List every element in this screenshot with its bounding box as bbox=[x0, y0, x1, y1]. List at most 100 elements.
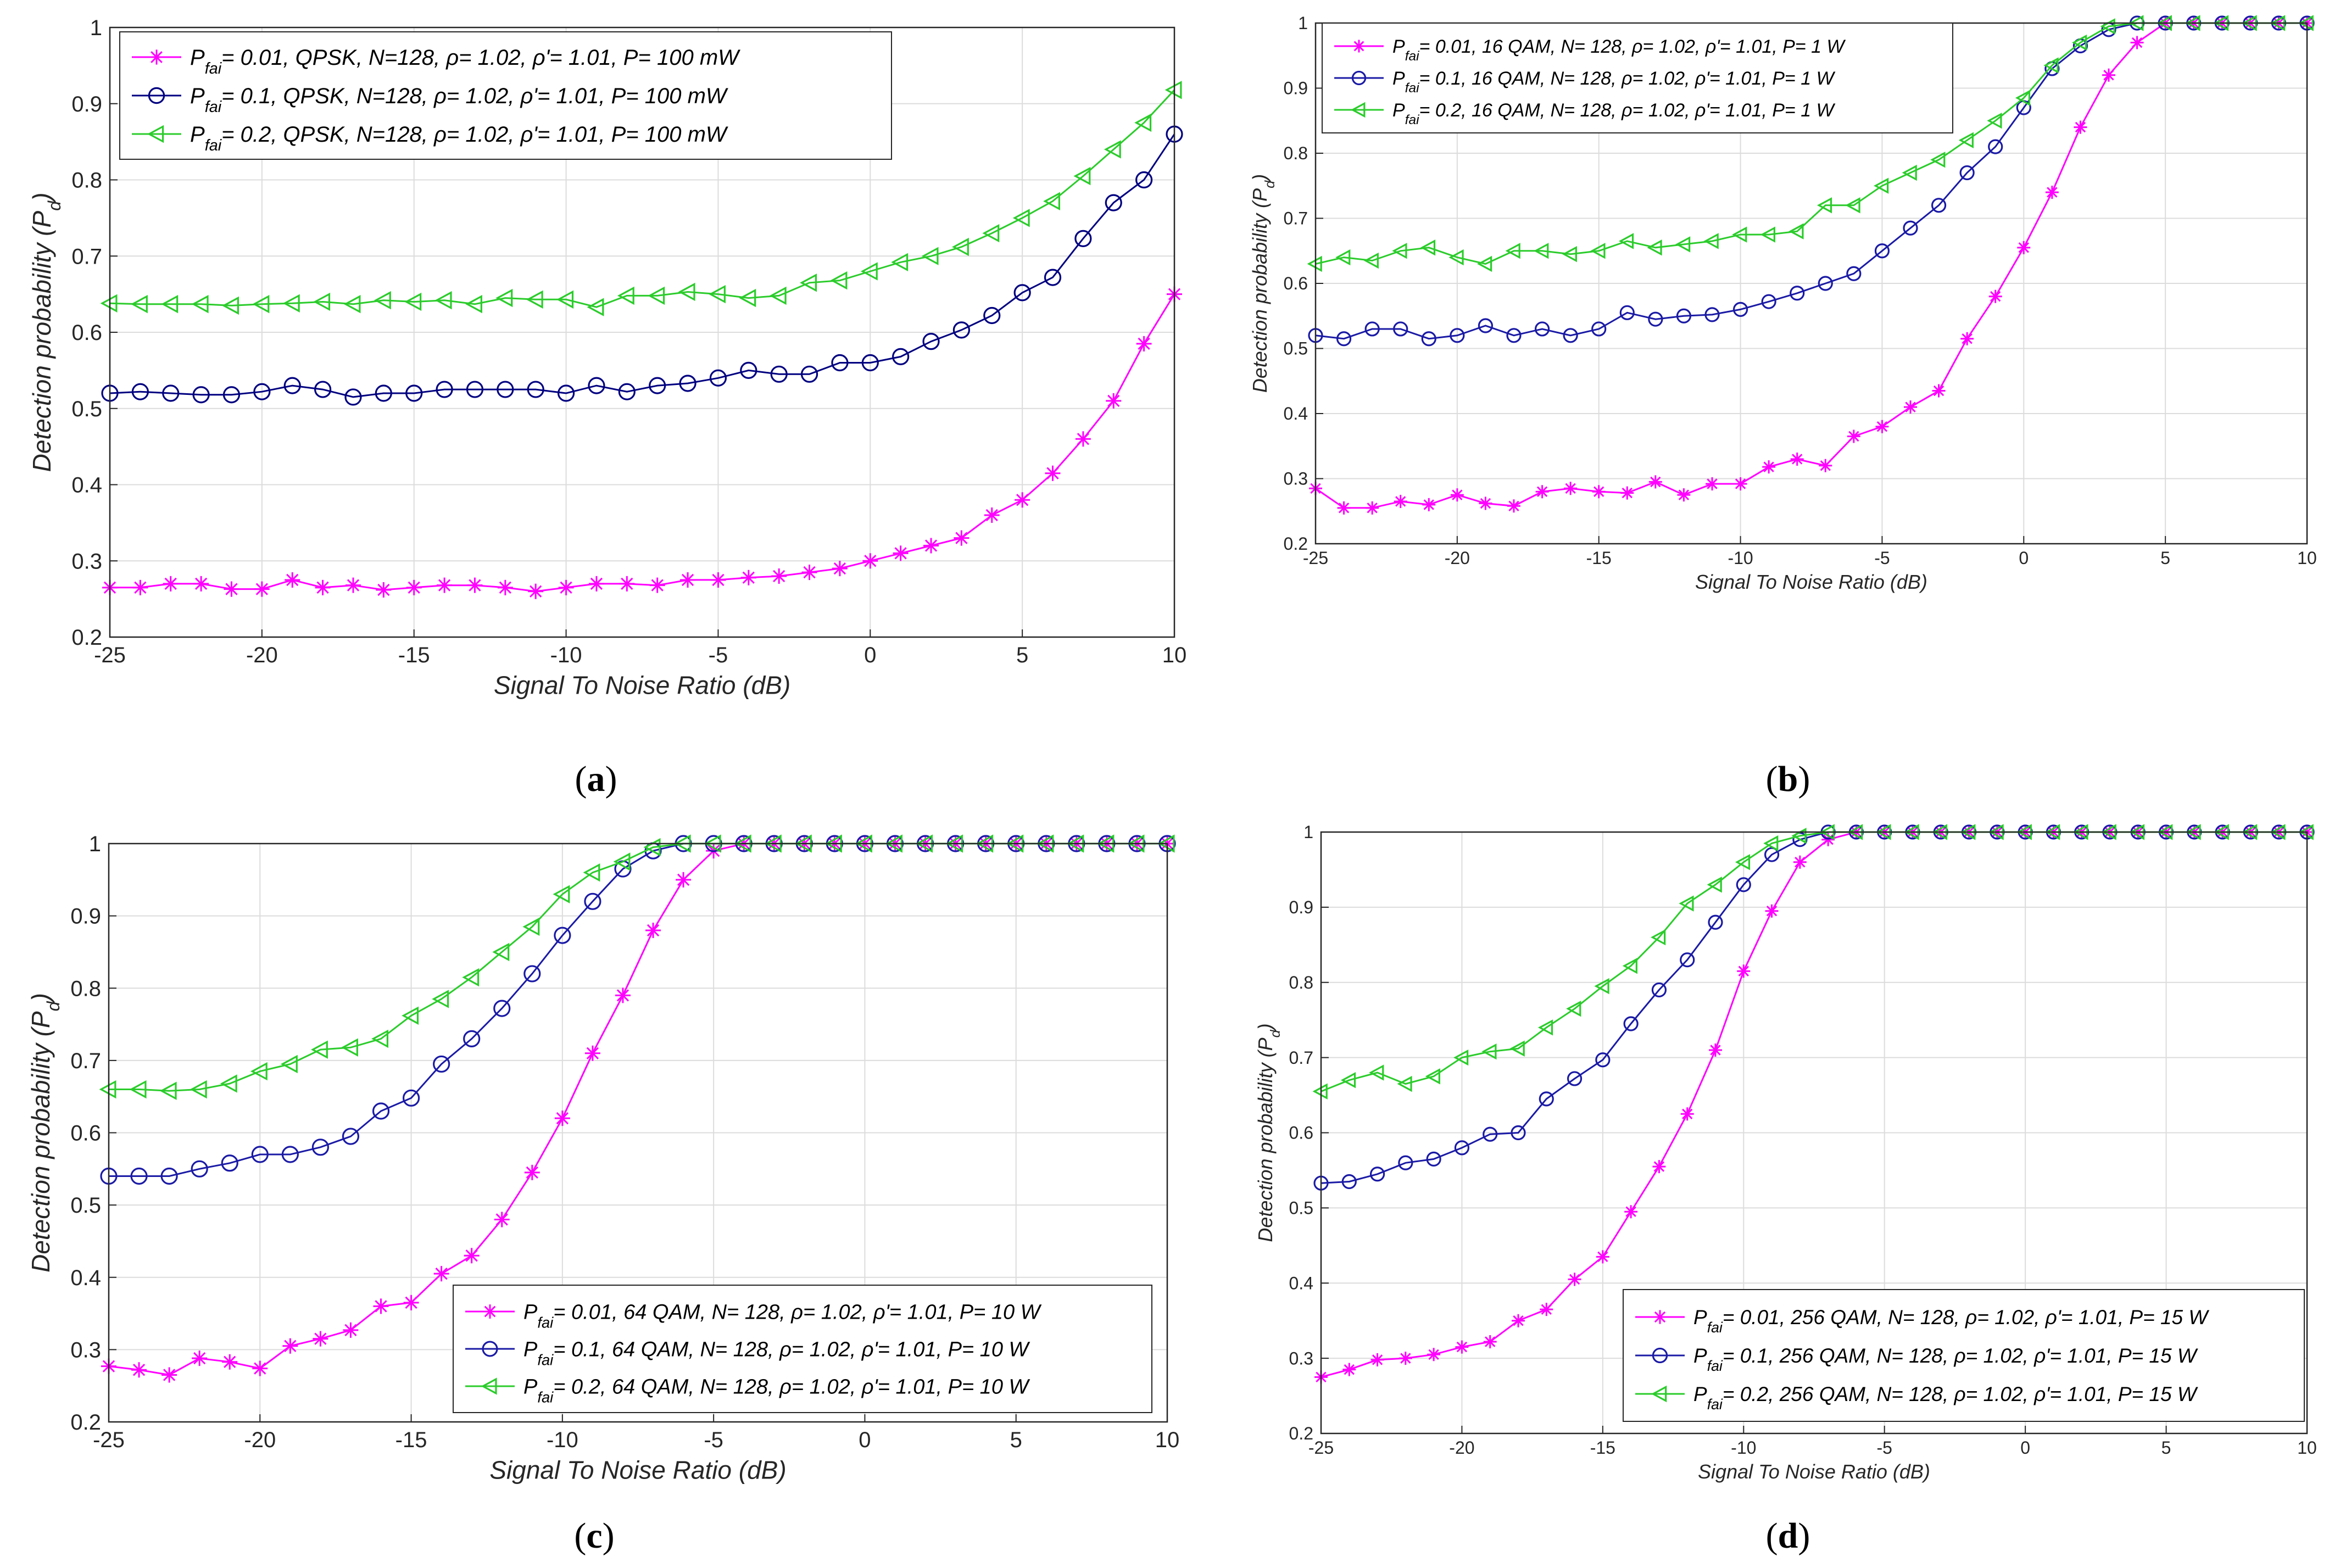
data-point bbox=[1619, 305, 1635, 320]
data-point bbox=[1618, 233, 1634, 249]
data-point bbox=[162, 384, 180, 402]
data-point bbox=[557, 384, 575, 402]
data-point bbox=[1104, 140, 1121, 159]
data-point bbox=[467, 577, 483, 593]
data-point bbox=[522, 917, 540, 936]
legend-label: Pfai= 0.1, QPSK, N=128, ρ= 1.02, ρ'= 1.0… bbox=[190, 84, 728, 116]
data-point bbox=[311, 1139, 330, 1156]
data-point bbox=[1512, 1314, 1525, 1327]
legend-marker bbox=[1652, 1347, 1668, 1364]
legend-entry-1: Pfai= 0.01, 256 QAM, N= 128, ρ= 1.02, ρ'… bbox=[1635, 1306, 2209, 1336]
data-point bbox=[345, 577, 361, 593]
data-point bbox=[494, 1212, 510, 1227]
y-tick-label: 1 bbox=[1298, 13, 1308, 33]
data-point bbox=[1341, 1174, 1357, 1190]
data-point bbox=[984, 507, 1000, 523]
data-point bbox=[1736, 877, 1751, 892]
data-point bbox=[1875, 420, 1889, 433]
x-tick-label: 10 bbox=[1162, 643, 1187, 667]
x-tick-label: 0 bbox=[2019, 548, 2029, 568]
data-point bbox=[1903, 220, 1918, 236]
x-axis-label: Signal To Noise Ratio (dB) bbox=[1698, 1460, 1930, 1483]
data-point bbox=[1676, 308, 1692, 323]
legend: Pfai= 0.01, QPSK, N=128, ρ= 1.02, ρ'= 1.… bbox=[119, 31, 892, 160]
series-line bbox=[109, 133, 1175, 398]
data-point bbox=[1534, 243, 1549, 259]
y-tick-label: 0.4 bbox=[71, 473, 102, 498]
data-point bbox=[2045, 186, 2059, 199]
legend-marker bbox=[147, 125, 164, 143]
y-tick-label: 0.6 bbox=[1289, 1123, 1313, 1143]
data-point bbox=[1988, 139, 2003, 154]
x-tick-label: -5 bbox=[1876, 1438, 1892, 1458]
legend: Pfai= 0.01, 256 QAM, N= 128, ρ= 1.02, ρ'… bbox=[1623, 1289, 2305, 1422]
data-point bbox=[1012, 209, 1030, 227]
panel-caption: (c) bbox=[574, 1516, 614, 1556]
y-axis-label: Detection probability (Pd) bbox=[27, 193, 64, 472]
y-tick-label: 0.6 bbox=[70, 1121, 101, 1146]
legend-label: Pfai= 0.01, QPSK, N=128, ρ= 1.02, ρ'= 1.… bbox=[190, 46, 740, 77]
x-tick-label: -20 bbox=[1445, 548, 1470, 568]
data-point bbox=[1015, 492, 1030, 508]
data-point bbox=[1932, 384, 1946, 398]
y-tick-label: 0.2 bbox=[1284, 534, 1308, 554]
data-point bbox=[613, 852, 631, 871]
data-point bbox=[649, 577, 665, 593]
data-point bbox=[1075, 431, 1091, 447]
x-tick-label: -10 bbox=[550, 643, 582, 667]
data-point bbox=[2015, 90, 2031, 106]
data-point bbox=[1135, 171, 1153, 189]
y-tick-label: 0.3 bbox=[71, 549, 102, 573]
legend-marker bbox=[1352, 40, 1366, 53]
y-tick-label: 0.8 bbox=[70, 976, 101, 1001]
series-2 bbox=[101, 125, 1183, 406]
data-point bbox=[556, 290, 574, 309]
data-point bbox=[492, 942, 510, 962]
data-point bbox=[1874, 177, 1889, 194]
data-point bbox=[1369, 1064, 1384, 1081]
data-point bbox=[1043, 192, 1061, 211]
data-point bbox=[1073, 166, 1091, 186]
data-point bbox=[436, 381, 453, 398]
data-point bbox=[341, 1038, 358, 1057]
data-point bbox=[618, 383, 636, 400]
data-point bbox=[1652, 1160, 1666, 1174]
data-point bbox=[1930, 152, 1946, 168]
y-tick-label: 0.8 bbox=[1284, 143, 1308, 163]
data-point bbox=[222, 296, 239, 315]
y-tick-label: 0.4 bbox=[1284, 404, 1308, 423]
data-point bbox=[1622, 957, 1637, 974]
data-point bbox=[1427, 1348, 1441, 1361]
series-line bbox=[110, 293, 1175, 593]
data-point bbox=[553, 885, 570, 903]
x-tick-label: 5 bbox=[2160, 548, 2170, 568]
y-tick-label: 0.3 bbox=[70, 1338, 101, 1362]
legend-entry-2: Pfai= 0.1, 64 QAM, N= 128, ρ= 1.02, ρ'= … bbox=[465, 1338, 1030, 1368]
data-point bbox=[1369, 1167, 1385, 1182]
data-point bbox=[1479, 496, 1492, 510]
data-point bbox=[619, 576, 635, 592]
data-point bbox=[251, 1146, 269, 1163]
data-point bbox=[1539, 1091, 1554, 1107]
x-tick-label: 0 bbox=[859, 1428, 871, 1452]
data-point bbox=[1761, 294, 1776, 309]
data-point bbox=[1647, 239, 1662, 256]
data-point bbox=[1563, 328, 1578, 343]
data-point bbox=[373, 1298, 389, 1314]
data-point bbox=[1594, 978, 1609, 995]
data-point bbox=[342, 1128, 360, 1145]
x-tick-label: -5 bbox=[704, 1428, 723, 1452]
legend-label: Pfai= 0.2, 64 QAM, N= 128, ρ= 1.02, ρ'= … bbox=[523, 1375, 1030, 1405]
legend-marker bbox=[1351, 70, 1367, 86]
x-axis-label: Signal To Noise Ratio (dB) bbox=[494, 671, 790, 700]
data-point bbox=[709, 369, 727, 387]
data-point bbox=[524, 1164, 540, 1180]
data-point bbox=[1393, 321, 1408, 337]
data-point bbox=[1509, 1040, 1525, 1057]
data-point bbox=[1709, 1043, 1722, 1057]
data-point bbox=[1568, 1273, 1581, 1286]
data-point bbox=[1535, 485, 1549, 499]
data-point bbox=[497, 579, 513, 595]
data-point bbox=[922, 333, 940, 350]
data-point bbox=[372, 1102, 390, 1120]
